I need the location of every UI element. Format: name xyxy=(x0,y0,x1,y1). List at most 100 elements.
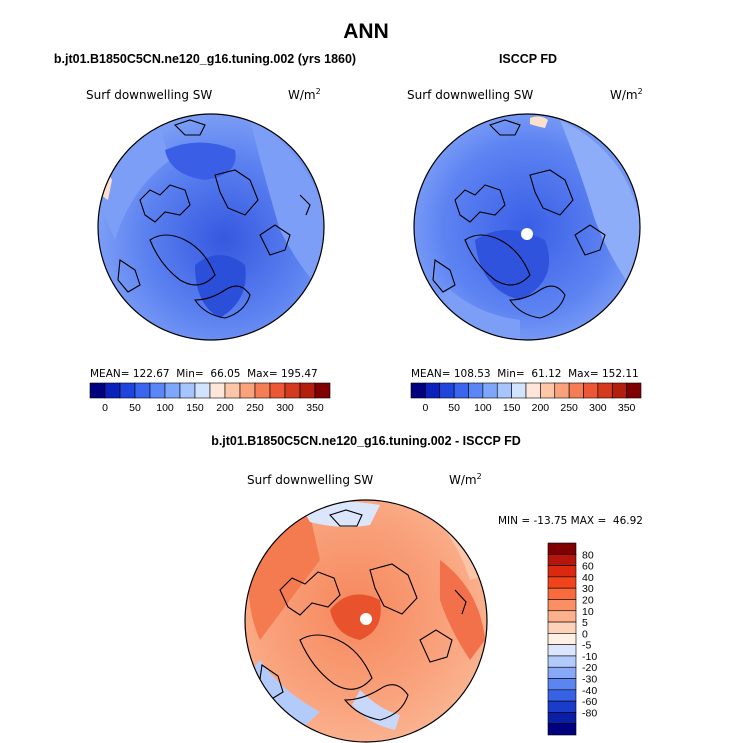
colorbar-swatch xyxy=(254,382,271,399)
diff-map-strong-core xyxy=(330,594,381,640)
colorbar-tick-label: 100 xyxy=(156,402,174,414)
diff-units-base: W/m xyxy=(449,473,477,487)
colorbar-tick-label: 0 xyxy=(582,628,588,640)
colorbar-tick-label: 250 xyxy=(560,402,578,414)
colorbar-swatch xyxy=(314,382,331,399)
colorbar-swatch xyxy=(134,382,151,399)
right-map-boundary xyxy=(413,113,641,341)
right-case-title: ISCCP FD xyxy=(499,52,557,66)
colorbar-swatch xyxy=(547,712,577,725)
right-units-base: W/m xyxy=(610,88,638,102)
colorbar-swatch xyxy=(547,542,577,555)
colorbar-tick-label: 50 xyxy=(129,402,141,414)
right-colorbar: 0 50 100 150 200 250 300 350 xyxy=(410,382,642,414)
diff-range-text: MIN = -13.75 MAX = 46.92 xyxy=(498,515,643,527)
left-units-sup: 2 xyxy=(316,87,321,96)
colorbar-swatch xyxy=(540,382,556,399)
colorbar-swatch xyxy=(468,382,484,399)
colorbar-swatch xyxy=(547,723,577,736)
colorbar-tick-label: 350 xyxy=(618,402,636,414)
colorbar-tick-label: 200 xyxy=(216,402,234,414)
colorbar-tick-label: 300 xyxy=(589,402,607,414)
colorbar-swatch xyxy=(611,382,627,399)
colorbar-tick-label: 250 xyxy=(246,402,264,414)
colorbar-tick-label: 100 xyxy=(474,402,492,414)
diff-map-cool-southwest xyxy=(252,660,320,730)
main-title: ANN xyxy=(343,20,389,43)
colorbar-swatch xyxy=(299,382,316,399)
colorbar-tick-label: -40 xyxy=(582,685,597,697)
colorbar-swatch xyxy=(269,382,286,399)
colorbar-tick-label: 20 xyxy=(582,594,594,606)
colorbar-tick-label: 30 xyxy=(582,583,594,595)
colorbar-swatch xyxy=(496,382,512,399)
colorbar-swatch xyxy=(89,382,106,399)
left-coastlines xyxy=(117,119,311,319)
colorbar-swatch xyxy=(194,382,211,399)
colorbar-swatch xyxy=(547,655,577,668)
colorbar-tick-label: -5 xyxy=(582,640,591,652)
colorbar-swatch xyxy=(547,666,577,679)
colorbar-tick-label: 10 xyxy=(582,606,594,618)
left-map-light-band-west xyxy=(98,128,170,240)
colorbar-tick-label: 350 xyxy=(306,402,324,414)
diff-units-label: W/m2 xyxy=(449,472,482,487)
colorbar-swatch xyxy=(410,382,426,399)
colorbar-swatch xyxy=(583,382,599,399)
colorbar-swatch xyxy=(626,382,642,399)
colorbar-swatch xyxy=(482,382,498,399)
colorbar-swatch xyxy=(568,382,584,399)
right-map-light-band-south xyxy=(430,290,520,340)
colorbar-tick-label: 150 xyxy=(186,402,204,414)
colorbar-swatch xyxy=(284,382,301,399)
colorbar-swatch xyxy=(453,382,469,399)
colorbar-tick-label: 0 xyxy=(422,402,428,414)
right-units-label: W/m2 xyxy=(610,87,643,102)
right-variable-label: Surf downwelling SW xyxy=(407,88,533,102)
left-polar-map xyxy=(97,113,325,341)
diff-units-sup: 2 xyxy=(477,472,482,481)
right-map-light-band xyxy=(560,120,640,300)
colorbar-swatch xyxy=(547,700,577,713)
colorbar-swatch xyxy=(209,382,226,399)
diff-polar-map xyxy=(244,499,488,743)
right-polar-map xyxy=(413,113,641,341)
diff-map-boundary xyxy=(244,499,488,743)
left-case-title: b.jt01.B1850C5CN.ne120_g16.tuning.002 (y… xyxy=(54,52,356,66)
colorbar-swatch xyxy=(547,565,577,578)
colorbar-tick-label: -30 xyxy=(582,674,597,686)
colorbar-tick-label: -10 xyxy=(582,651,597,663)
left-map-boundary xyxy=(97,113,325,341)
left-units-base: W/m xyxy=(288,88,316,102)
left-variable-label: Surf downwelling SW xyxy=(86,88,212,102)
colorbar-swatch xyxy=(547,621,577,634)
colorbar-tick-label: -80 xyxy=(582,707,597,719)
colorbar-swatch xyxy=(104,382,121,399)
colorbar-swatch xyxy=(239,382,256,399)
colorbar-tick-label: 200 xyxy=(532,402,550,414)
colorbar-swatch xyxy=(425,382,441,399)
diff-variable-label: Surf downwelling SW xyxy=(247,473,373,487)
colorbar-swatch xyxy=(179,382,196,399)
colorbar-swatch xyxy=(547,553,577,566)
diff-map-cool-south xyxy=(352,690,400,730)
left-map-dark-core xyxy=(195,255,246,318)
colorbar-swatch xyxy=(547,599,577,612)
colorbar-swatch xyxy=(224,382,241,399)
colorbar-tick-label: 40 xyxy=(582,572,594,584)
colorbar-tick-label: 300 xyxy=(276,402,294,414)
colorbar-swatch xyxy=(547,633,577,645)
diff-map-strong-east xyxy=(440,560,485,660)
colorbar-swatch xyxy=(439,382,455,399)
colorbar-swatch xyxy=(554,382,570,399)
colorbar-swatch xyxy=(547,610,577,623)
right-pole-mask xyxy=(521,228,533,240)
colorbar-tick-label: 150 xyxy=(503,402,521,414)
left-map-dark-core-2 xyxy=(165,142,236,180)
right-map-dark-core xyxy=(475,230,550,300)
left-units-label: W/m2 xyxy=(288,87,321,102)
colorbar-swatch xyxy=(547,587,577,600)
colorbar-tick-label: 60 xyxy=(582,561,594,573)
colorbar-tick-label: 80 xyxy=(582,549,594,561)
